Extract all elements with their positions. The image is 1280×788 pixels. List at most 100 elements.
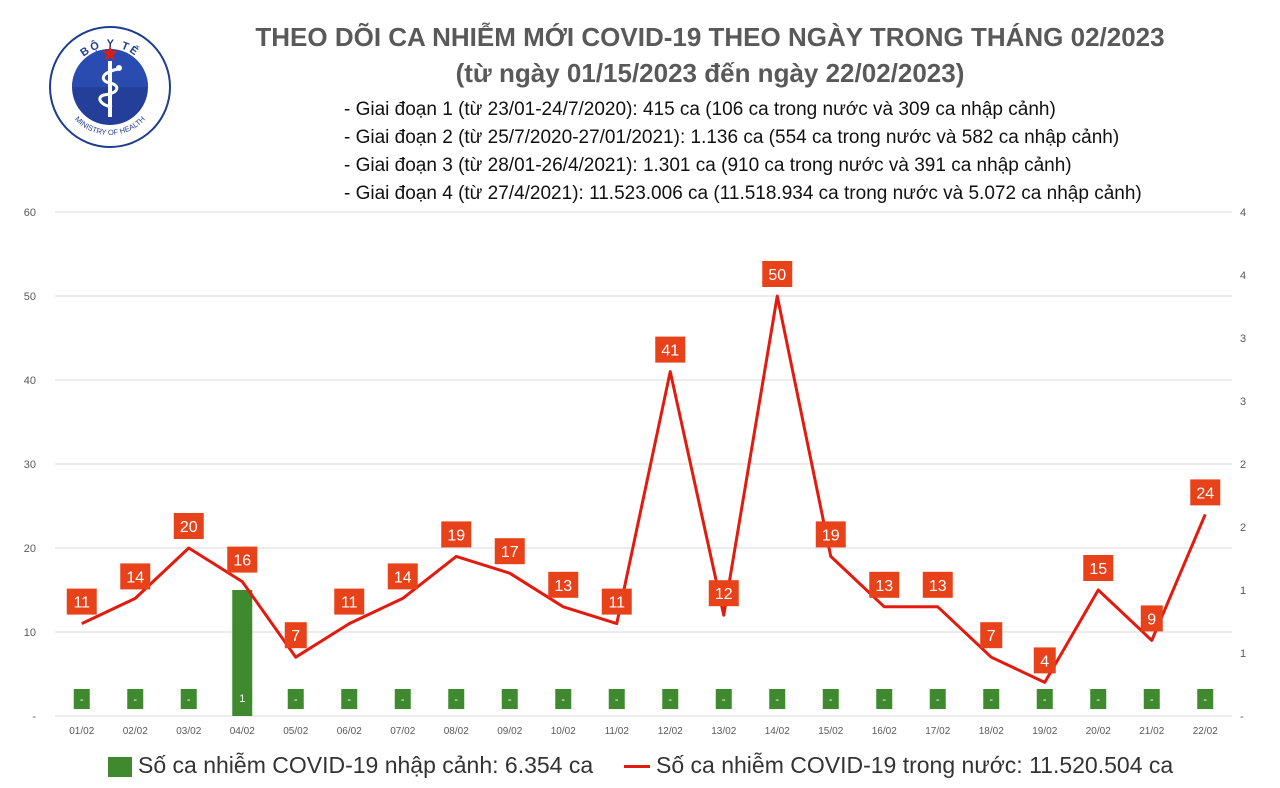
bar-data-label: 1 <box>239 693 245 705</box>
y-tick-label-right: 2 <box>1240 459 1246 471</box>
bar-data-label: - <box>187 694 191 706</box>
x-tick-label: 01/02 <box>69 726 94 737</box>
bar-data-label: - <box>775 694 779 706</box>
legend-imported-label: Số ca nhiễm COVID-19 nhập cảnh: 6.354 ca <box>138 752 594 778</box>
bar-data-label: - <box>1096 694 1100 706</box>
x-tick-label: 15/02 <box>818 726 843 737</box>
line-label-box <box>708 580 739 607</box>
x-tick-label: 08/02 <box>444 726 469 737</box>
x-tick-label: 12/02 <box>658 726 683 737</box>
bar-label-box <box>234 688 251 708</box>
line-label-box <box>227 546 258 573</box>
bar-data-label: - <box>1043 694 1047 706</box>
bar-data-label: - <box>615 694 619 706</box>
line-data-label: 19 <box>447 527 465 544</box>
bar-label-box <box>1090 689 1107 709</box>
chart-title: THEO DÕI CA NHIỄM MỚI COVID-19 THEO NGÀY… <box>255 22 1165 52</box>
line-data-label: 17 <box>501 544 519 561</box>
y-tick-label-right: 1 <box>1240 585 1246 597</box>
bar-label-box <box>929 689 946 709</box>
line-label-box <box>120 563 151 590</box>
bar-data-label: - <box>829 694 833 706</box>
bar-label-box <box>448 689 465 709</box>
y-tick-label-left: - <box>32 711 36 723</box>
line-data-label: 14 <box>126 569 144 586</box>
phase-2-text: - Giai đoạn 2 (từ 25/7/2020-27/01/2021):… <box>344 127 1120 148</box>
line-data-label: 14 <box>394 569 412 586</box>
line-label-box <box>441 521 472 548</box>
legend-line-swatch <box>624 765 650 769</box>
bar-label-box <box>73 689 90 709</box>
bar-data-label: - <box>133 694 137 706</box>
bar-label-box <box>1036 689 1053 709</box>
line-data-label: 7 <box>987 628 996 645</box>
legend-domestic-label: Số ca nhiễm COVID-19 trong nước: 11.520.… <box>656 752 1174 778</box>
legend-item-domestic: Số ca nhiễm COVID-19 trong nước: 11.520.… <box>624 752 1173 779</box>
bar-data-label: - <box>561 694 565 706</box>
y-tick-label-right: 4 <box>1240 207 1246 219</box>
bar-data-label: - <box>722 694 726 706</box>
line-data-label: 41 <box>661 343 679 360</box>
bar-label-box <box>555 689 572 709</box>
x-tick-label: 09/02 <box>497 726 522 737</box>
x-tick-label: 06/02 <box>337 726 362 737</box>
bar-label-box <box>287 689 304 709</box>
line-data-label: 13 <box>929 578 947 595</box>
phase-1-text: - Giai đoạn 1 (từ 23/01-24/7/2020): 415 … <box>344 99 1056 120</box>
x-tick-label: 18/02 <box>979 726 1004 737</box>
bar-data-label: - <box>882 694 886 706</box>
bar-data-label: - <box>1203 694 1207 706</box>
y-tick-label-left: 30 <box>24 459 36 471</box>
line-label-box <box>494 538 525 565</box>
x-tick-label: 17/02 <box>925 726 950 737</box>
bar-data-label: - <box>1150 694 1154 706</box>
y-tick-label-left: 40 <box>24 375 36 387</box>
line-data-label: 20 <box>180 519 198 536</box>
x-tick-label: 22/02 <box>1193 726 1218 737</box>
x-tick-label: 14/02 <box>765 726 790 737</box>
line-data-label: 13 <box>875 578 893 595</box>
bar-label-box <box>501 689 518 709</box>
legend-item-imported: Số ca nhiễm COVID-19 nhập cảnh: 6.354 ca <box>108 752 593 779</box>
bar-label-box <box>983 689 1000 709</box>
bar-label-box <box>608 689 625 709</box>
line-data-label: 7 <box>291 628 300 645</box>
bar-label-box <box>341 689 358 709</box>
line-label-box <box>1083 555 1114 581</box>
y-tick-label-right: 2 <box>1240 522 1246 534</box>
line-data-label: 24 <box>1196 485 1214 502</box>
y-tick-label-right: 3 <box>1240 396 1246 408</box>
bar-data-label: - <box>294 694 298 706</box>
line-label-box <box>1033 647 1056 674</box>
phase-summary: - Giai đoạn 1 (từ 23/01-24/7/2020): 415 … <box>344 96 1142 208</box>
bar-data-label: - <box>936 694 940 706</box>
x-tick-label: 10/02 <box>551 726 576 737</box>
line-label-box <box>980 622 1003 649</box>
bar-label-box <box>394 689 411 709</box>
line-data-label: 4 <box>1040 653 1049 670</box>
bar-label-box <box>822 689 839 709</box>
line-label-box <box>922 571 953 598</box>
line-data-label: 13 <box>554 578 572 595</box>
y-tick-label-left: 60 <box>24 207 36 219</box>
line-label-box <box>66 588 97 615</box>
x-tick-label: 13/02 <box>711 726 736 737</box>
x-tick-label: 16/02 <box>872 726 897 737</box>
line-data-label: 12 <box>715 586 733 603</box>
bar-data-label: - <box>668 694 672 706</box>
y-tick-label-left: 20 <box>24 543 36 555</box>
bar-label-box <box>180 689 197 709</box>
y-tick-label-right: - <box>1240 711 1244 723</box>
y-tick-label-left: 10 <box>24 627 36 639</box>
bar-label-box <box>662 689 679 709</box>
ministry-of-health-logo: BỘ Y TẾ MINISTRY OF HEALTH <box>49 26 171 148</box>
bar-data-label: - <box>508 694 512 706</box>
line-label-box <box>762 261 793 287</box>
bar-label-box <box>127 689 144 709</box>
x-tick-label: 07/02 <box>390 726 415 737</box>
line-label-box <box>1140 605 1163 632</box>
line-label-box <box>334 588 365 615</box>
bar-data-label: - <box>989 694 993 706</box>
x-tick-label: 05/02 <box>283 726 308 737</box>
